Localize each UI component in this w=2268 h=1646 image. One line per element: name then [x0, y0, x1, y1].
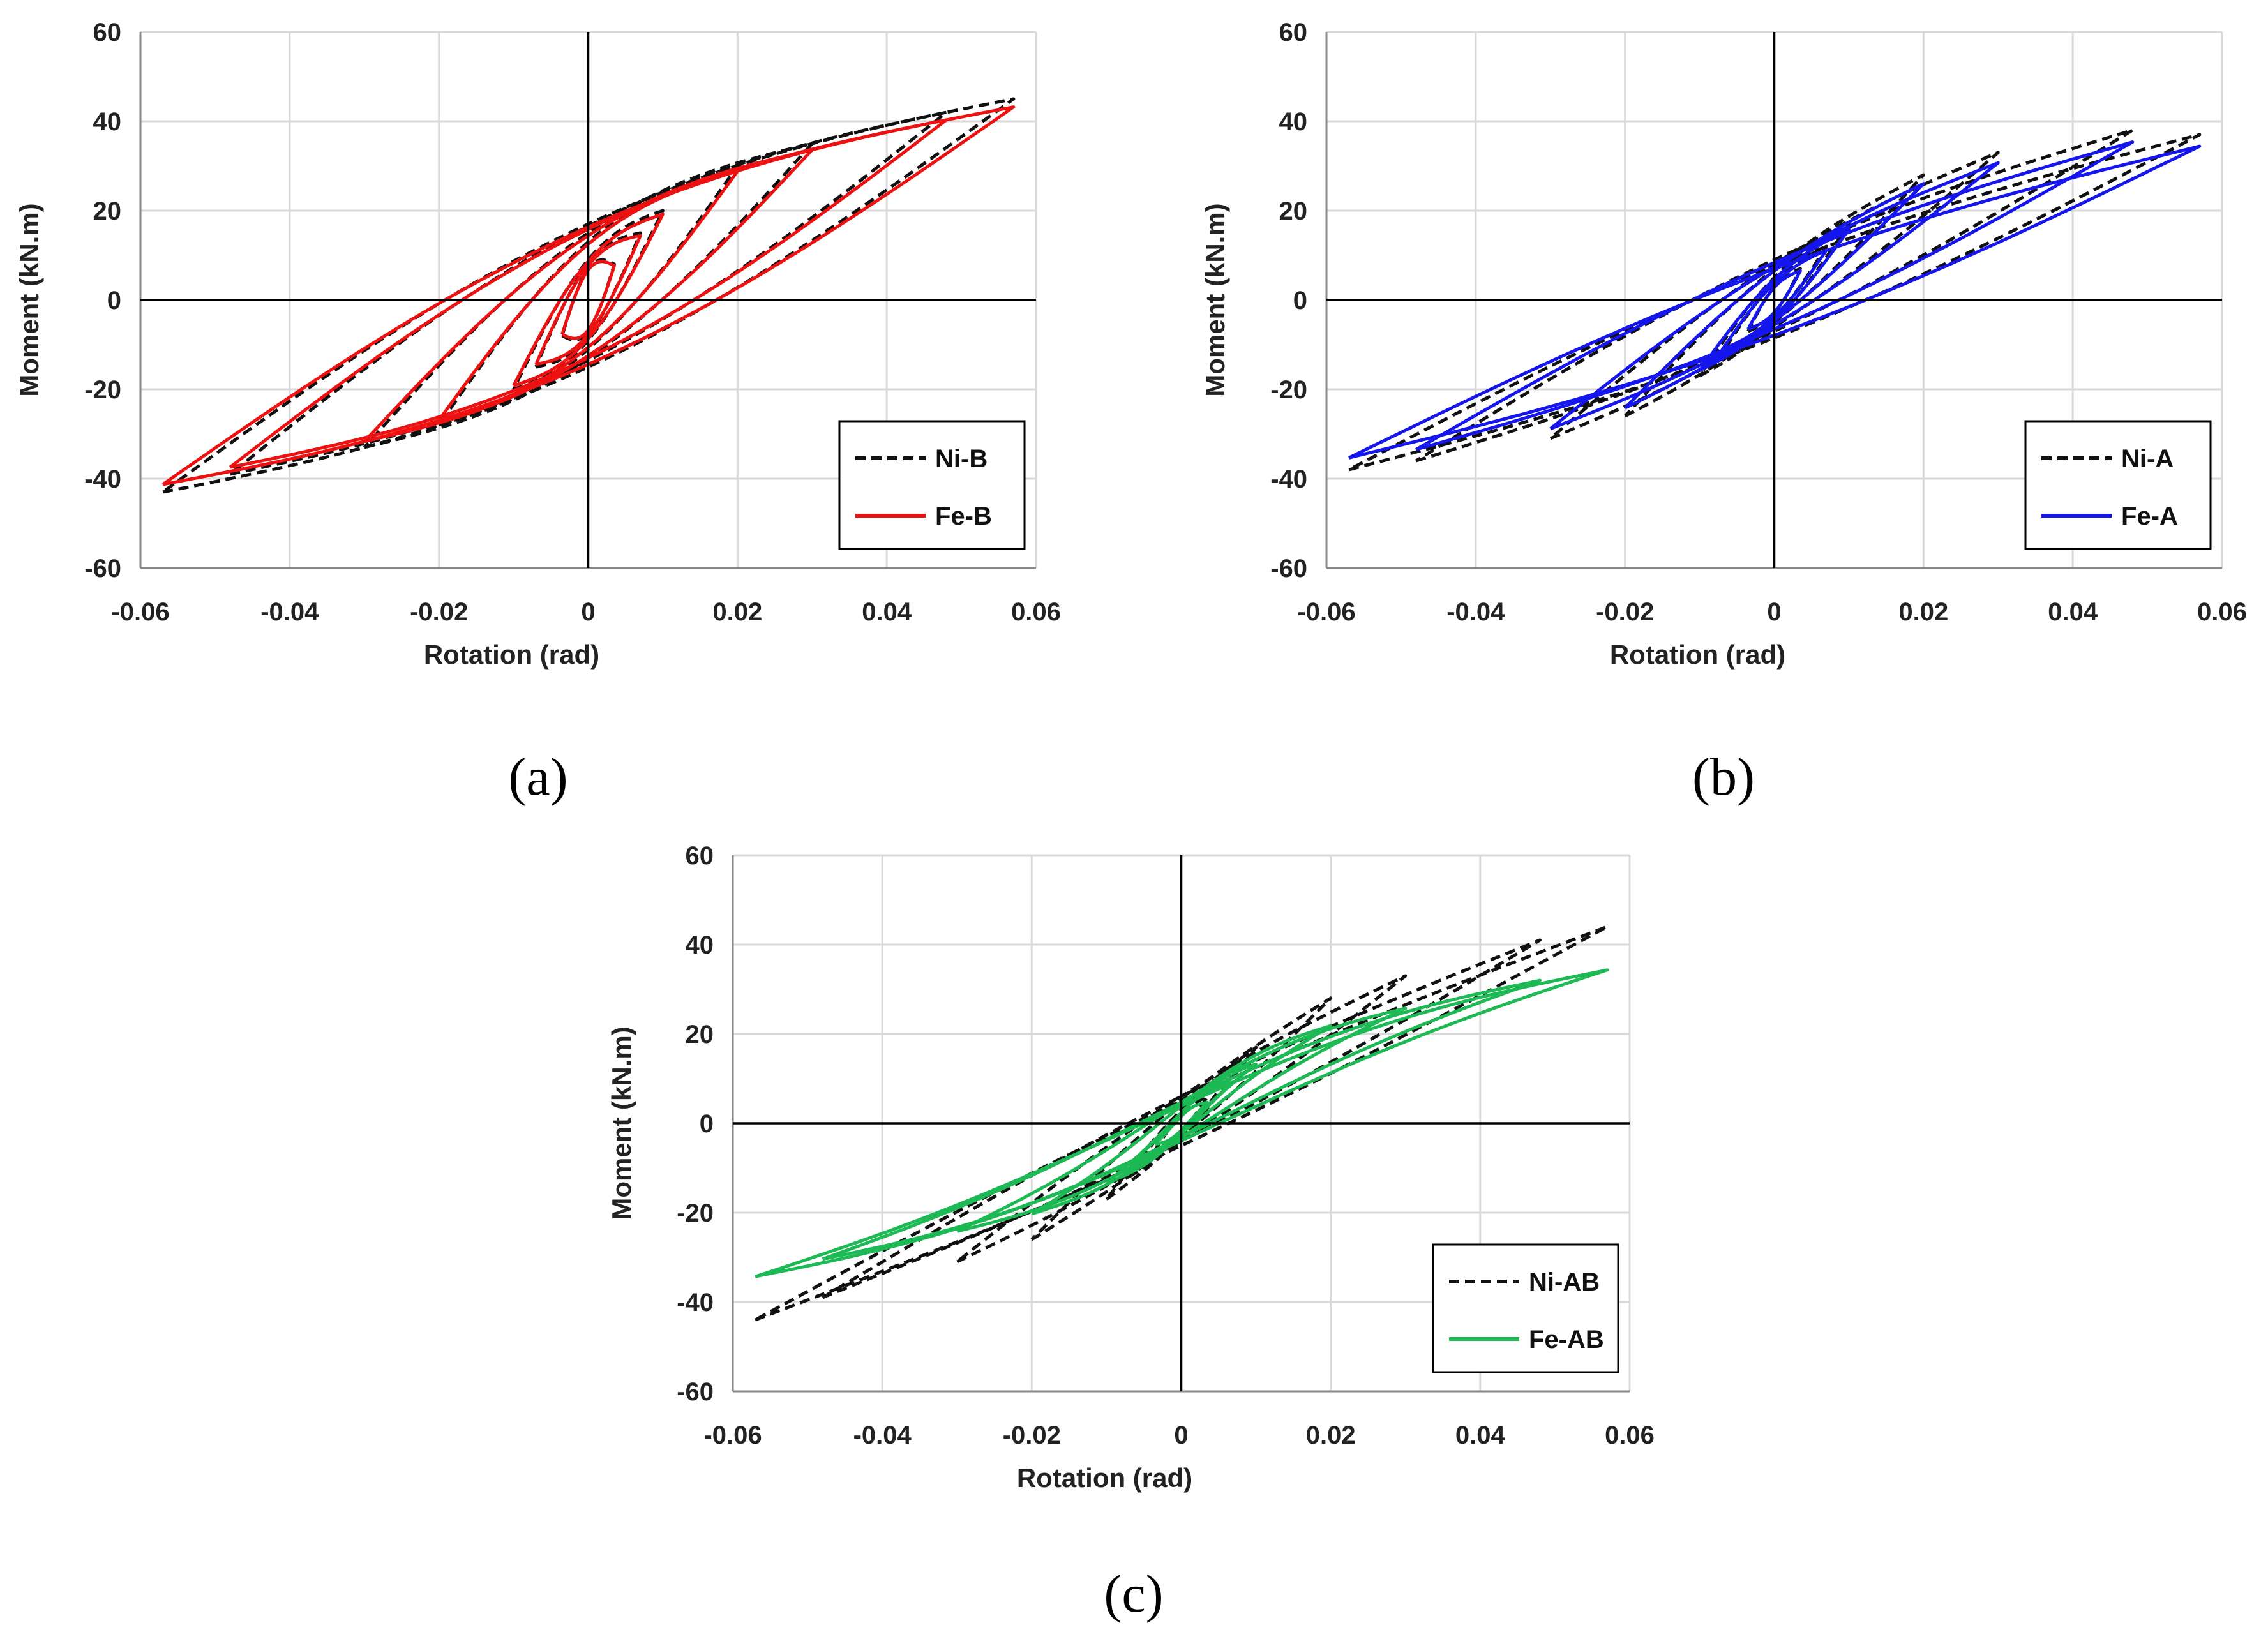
chart-panel-c: (c) -0.06 -0.04 -0.02 0 0.02 0.04 0.06 -60 -40 -2… [606, 842, 1655, 1624]
series-Ni-A-loop-3 [1698, 222, 1851, 378]
y-axis-title: Moment (kN.m) [1200, 203, 1230, 396]
y-tick-label: 20 [1279, 197, 1308, 225]
legend-box [838, 420, 1026, 550]
series-Fe-B-loop-2 [534, 234, 642, 366]
caption-c: (c) [1104, 1564, 1163, 1624]
y-tick-label: 20 [686, 1021, 714, 1049]
x-tick-label: 0 [581, 598, 595, 626]
x-tick-label: -0.06 [703, 1421, 762, 1449]
legend-label-Ni-A: Ni-A [2121, 445, 2174, 473]
legend-label-Fe-B: Fe-B [935, 502, 992, 530]
y-axis-title: Moment (kN.m) [606, 1026, 636, 1220]
series-Fe-B-loop-3 [512, 213, 665, 387]
legend-box [2024, 420, 2212, 550]
series-Ni-AB-loop-3 [1105, 1045, 1258, 1201]
y-tick-label: 20 [93, 197, 122, 225]
series-Fe-AB-loop-1 [1153, 1100, 1209, 1146]
series-Fe-AB-loop-3 [1105, 1062, 1258, 1185]
x-tick-label: -0.02 [1596, 598, 1654, 626]
series-Ni-AB-loop-4 [1030, 996, 1333, 1241]
x-tick-label: 0.04 [2048, 598, 2098, 626]
y-tick-label: -20 [1270, 376, 1307, 404]
legend: Ni-B Fe-B [838, 420, 1026, 550]
series-Fe-AB-loop-7 [755, 968, 1609, 1278]
legend-label-Ni-AB: Ni-AB [1529, 1268, 1600, 1296]
caption-b: (b) [1692, 747, 1755, 807]
y-tick-label: 40 [686, 931, 714, 959]
series-Fe-A-loop-3 [1698, 227, 1851, 372]
y-tick-label: -40 [84, 465, 121, 493]
y-tick-label: 60 [686, 842, 714, 870]
y-tick-label: -60 [1270, 555, 1307, 583]
series-Fe-AB-loop-4 [1030, 1024, 1333, 1216]
legend-label-Fe-AB: Fe-AB [1529, 1326, 1604, 1354]
series-Fe-A-loop-4 [1623, 182, 1925, 410]
x-tick-label: 0 [1174, 1421, 1188, 1449]
y-tick-label: 0 [107, 287, 121, 315]
x-tick-label: -0.04 [853, 1421, 912, 1449]
x-tick-label: 0.02 [712, 598, 762, 626]
x-axis-title: Rotation (rad) [1610, 640, 1785, 670]
x-tick-label: -0.04 [1446, 598, 1505, 626]
x-tick-label: 0 [1767, 598, 1781, 626]
y-tick-label: -40 [677, 1289, 714, 1317]
x-tick-label: 0.02 [1898, 598, 1948, 626]
y-tick-label: 40 [93, 108, 122, 136]
y-tick-label: -40 [1270, 465, 1307, 493]
x-tick-label: -0.06 [1297, 598, 1355, 626]
caption-a: (a) [508, 747, 567, 807]
series-Ni-A-loop-7 [1348, 133, 2202, 472]
legend-label-Ni-B: Ni-B [935, 445, 988, 473]
legend-box [1432, 1243, 1619, 1373]
x-tick-label: -0.02 [410, 598, 468, 626]
series-Fe-AB-loop-5 [956, 1006, 1408, 1233]
x-axis-title: Rotation (rad) [424, 640, 599, 670]
x-tick-label: 0.04 [1455, 1421, 1506, 1449]
chart-panel-b: (b) -0.06 -0.04 -0.02 0 0.02 0.04 0.06 -60 -40 -2… [1200, 19, 2247, 807]
y-tick-label: 40 [1279, 108, 1308, 136]
series-Fe-A-loop-5 [1549, 161, 2000, 431]
y-tick-label: -60 [84, 555, 121, 583]
y-tick-label: -20 [84, 376, 121, 404]
y-tick-label: 60 [1279, 19, 1308, 47]
series-Fe-AB [755, 968, 1609, 1278]
legend: Ni-AB Fe-AB [1432, 1243, 1619, 1373]
y-axis-title: Moment (kN.m) [14, 203, 44, 396]
x-axis-title: Rotation (rad) [1017, 1463, 1192, 1493]
legend: Ni-A Fe-A [2024, 420, 2212, 550]
x-tick-label: -0.06 [111, 598, 169, 626]
y-tick-label: 0 [700, 1110, 714, 1138]
x-tick-label: -0.02 [1003, 1421, 1061, 1449]
y-tick-label: 60 [93, 19, 122, 47]
series-Fe-B-loop-1 [560, 260, 616, 340]
x-tick-label: 0.06 [1011, 598, 1061, 626]
y-tick-label: 0 [1293, 287, 1307, 315]
x-tick-label: 0.04 [862, 598, 912, 626]
y-tick-label: -20 [677, 1199, 714, 1227]
series-Fe-A-loop-7 [1348, 144, 2202, 460]
y-tick-label: -60 [677, 1378, 714, 1406]
x-tick-label: 0.06 [2197, 598, 2247, 626]
x-tick-label: 0.02 [1306, 1421, 1356, 1449]
legend-label-Fe-A: Fe-A [2121, 502, 2178, 530]
chart-panel-a: (a) -0.06 -0.04 -0.02 0 0.02 0.04 0.06 -60 -40 -2… [14, 19, 1061, 807]
x-tick-label: -0.04 [260, 598, 319, 626]
x-tick-label: 0.06 [1605, 1421, 1655, 1449]
